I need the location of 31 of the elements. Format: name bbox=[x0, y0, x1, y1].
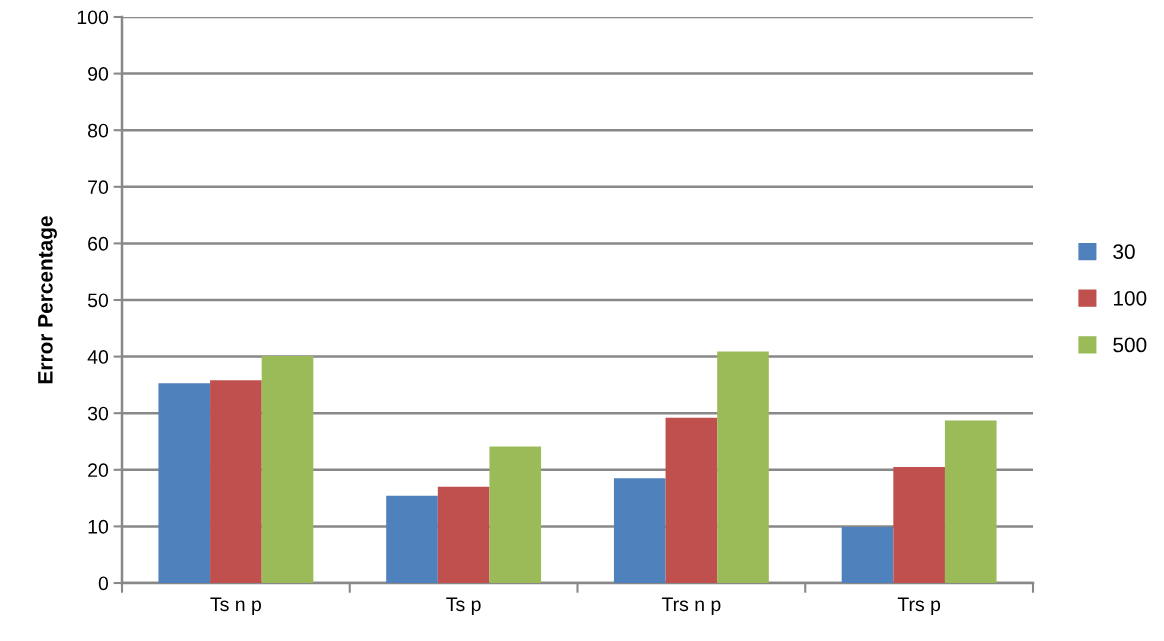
bar bbox=[158, 383, 211, 583]
bar bbox=[893, 466, 945, 583]
x-tick-label: Ts n p bbox=[210, 597, 261, 616]
bar bbox=[210, 380, 262, 583]
y-tick-label: 50 bbox=[87, 293, 109, 308]
y-tick-label: 20 bbox=[88, 463, 109, 478]
bar bbox=[665, 417, 718, 583]
y-tick-label: 80 bbox=[88, 123, 109, 138]
legend-label: 100 bbox=[1114, 290, 1147, 306]
bar bbox=[613, 478, 666, 583]
y-tick-label: 30 bbox=[87, 406, 109, 421]
x-tick-label: Trs n p bbox=[661, 597, 721, 616]
x-tick-label: Ts p bbox=[446, 597, 481, 616]
y-tick-label: 10 bbox=[88, 519, 109, 534]
x-tick-label: Trs p bbox=[897, 597, 941, 616]
y-tick-label: 60 bbox=[88, 236, 109, 251]
legend-label: 500 bbox=[1113, 337, 1147, 353]
bar bbox=[489, 446, 542, 583]
y-tick-label: 100 bbox=[77, 10, 109, 25]
bar bbox=[841, 526, 894, 583]
y-axis-title: Error Percentage bbox=[38, 216, 57, 384]
y-tick-label: 0 bbox=[98, 576, 109, 591]
bar bbox=[261, 356, 314, 583]
bar bbox=[386, 495, 438, 583]
bar bbox=[717, 351, 769, 583]
y-tick-label: 40 bbox=[87, 350, 109, 364]
bar bbox=[944, 420, 997, 583]
bar bbox=[437, 486, 490, 583]
y-tick-label: 90 bbox=[88, 67, 109, 81]
y-tick-label: 70 bbox=[88, 180, 109, 195]
legend-label: 30 bbox=[1113, 244, 1135, 260]
